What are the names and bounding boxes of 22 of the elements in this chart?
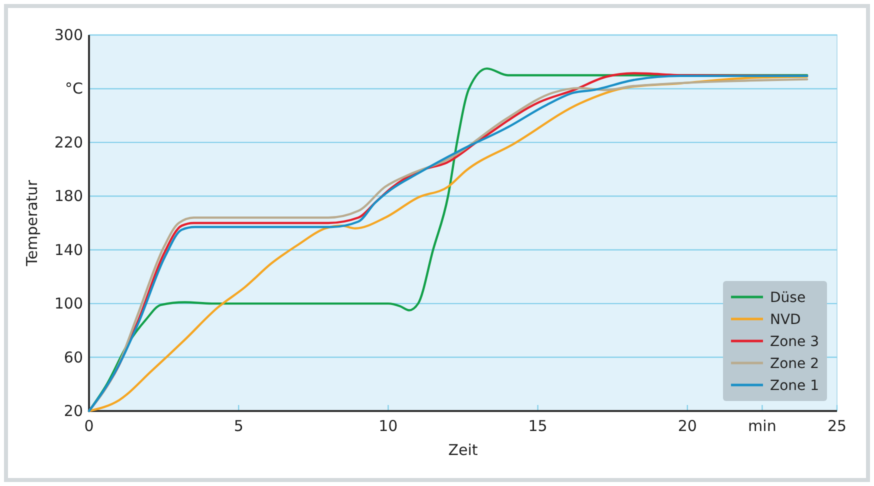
legend-label: NVD xyxy=(770,312,801,328)
y-tick-label: 180 xyxy=(54,187,83,206)
x-axis-title: Zeit xyxy=(448,441,478,459)
x-tick-label: 0 xyxy=(84,417,94,435)
legend-label: Zone 1 xyxy=(770,378,819,394)
y-tick-label: 60 xyxy=(64,348,83,366)
legend-label: Zone 2 xyxy=(770,356,819,372)
y-tick-label: °C xyxy=(65,80,83,98)
x-tick-label: min xyxy=(748,417,776,435)
legend-label: Düse xyxy=(770,290,806,306)
legend-label: Zone 3 xyxy=(770,334,819,350)
y-tick-label: 300 xyxy=(54,26,83,44)
y-tick-label: 140 xyxy=(54,240,83,259)
x-tick-label: 5 xyxy=(234,417,244,435)
y-axis-title: Temperatur xyxy=(23,179,41,268)
x-tick-label: 15 xyxy=(528,417,548,435)
y-tick-label: 220 xyxy=(54,133,83,152)
x-tick-label: 25 xyxy=(827,417,847,435)
x-tick-label: 10 xyxy=(378,417,398,435)
y-tick-label: 100 xyxy=(54,294,83,313)
y-tick-label: 20 xyxy=(64,402,83,420)
x-tick-label: 20 xyxy=(678,417,697,435)
